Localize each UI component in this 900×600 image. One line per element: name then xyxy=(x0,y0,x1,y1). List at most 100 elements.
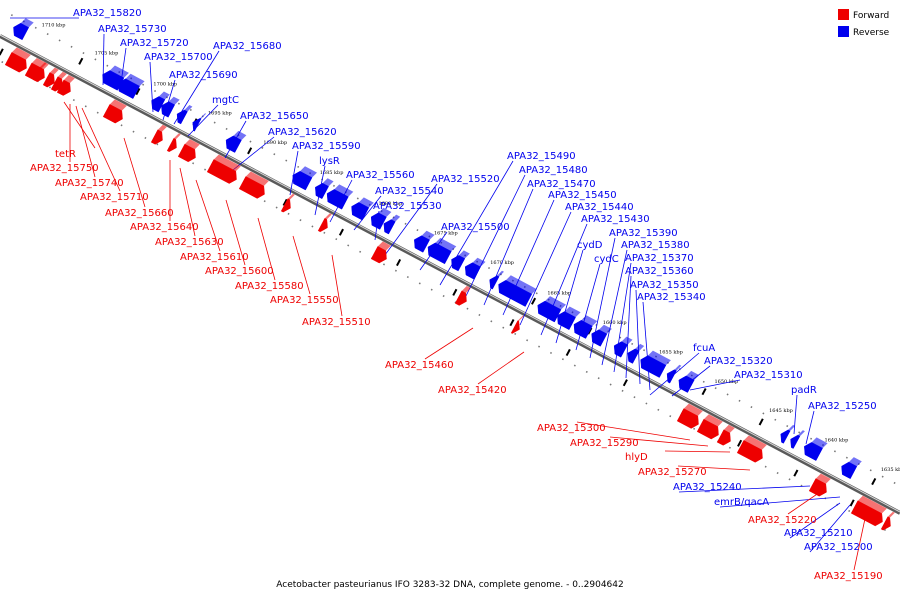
reverse-label-leader xyxy=(555,249,584,344)
reverse-gene-label: APA32_15590 xyxy=(292,141,361,152)
forward-label-leader xyxy=(477,351,525,385)
reverse-gene-label: APA32_15430 xyxy=(581,214,650,225)
forward-label-leader xyxy=(179,167,196,237)
forward-label-leader xyxy=(609,436,709,447)
forward-gene-glyph xyxy=(317,213,332,233)
scale-tick xyxy=(565,348,571,357)
forward-gene-label: hlyD xyxy=(625,452,648,463)
reverse-gene-label: APA32_15380 xyxy=(621,240,690,251)
reverse-gene-glyph xyxy=(351,197,374,221)
forward-gene-glyph xyxy=(42,67,59,88)
reverse-gene-label: APA32_15350 xyxy=(630,280,699,291)
forward-label-leader xyxy=(225,199,246,266)
scale-tick xyxy=(849,499,855,507)
reverse-gene-glyph xyxy=(557,306,581,331)
scale-tick-label: 1705 kbp xyxy=(95,50,119,56)
reverse-gene-label: APA32_15540 xyxy=(375,186,444,197)
reverse-label-leader xyxy=(635,289,641,385)
reverse-gene-label: APA32_15530 xyxy=(373,201,442,212)
forward-gene-label: APA32_15750 xyxy=(30,163,99,174)
reverse-gene-label: APA32_15680 xyxy=(213,41,282,52)
scale-tick-label: 1680 kbp xyxy=(379,201,403,207)
scale-tick-label: 1660 kbp xyxy=(603,320,627,326)
forward-gene-glyph xyxy=(696,414,723,440)
reverse-gene-label: mgtC xyxy=(212,95,239,106)
scale-tick-label: 1695 kbp xyxy=(208,111,232,117)
forward-gene-glyph xyxy=(880,511,895,531)
reverse-gene-glyph xyxy=(151,91,170,113)
scale-ticks: 1710 kbp 1705 kbp 1700 kbp 1695 kbp 1690 kbp… xyxy=(0,22,900,507)
reverse-gene-label: APA32_15340 xyxy=(637,292,706,303)
label-leaders xyxy=(10,17,867,571)
reverse-gene-glyph xyxy=(326,184,354,210)
forward-gene-glyph xyxy=(676,403,703,429)
scale-tick-label: 1685 kbp xyxy=(320,170,344,176)
reverse-gene-label: fcuA xyxy=(693,343,715,354)
reverse-gene-label: padR xyxy=(791,385,817,396)
reverse-gene-glyph xyxy=(498,275,537,307)
forward-label-leader xyxy=(63,101,96,149)
reverse-gene-glyph xyxy=(192,113,207,132)
legend-swatch-forward xyxy=(838,9,849,20)
reverse-gene-glyph xyxy=(640,350,671,378)
reverse-gene-label: APA32_15620 xyxy=(268,127,337,138)
forward-gene-label: APA32_15220 xyxy=(748,515,817,526)
scale-tick xyxy=(701,388,707,396)
reverse-gene-label: APA32_15390 xyxy=(609,228,678,239)
reverse-label-leader xyxy=(805,410,815,445)
reverse-gene-label: APA32_15690 xyxy=(169,70,238,81)
reverse-label-leader xyxy=(289,150,299,196)
reverse-gene-glyph xyxy=(161,96,180,118)
scale-tick-label: 1655 kbp xyxy=(659,350,683,356)
reverse-gene-glyph xyxy=(370,207,392,230)
reverse-gene-label: APA32_15490 xyxy=(507,151,576,162)
reverse-label-leader xyxy=(809,504,851,553)
scale-tick xyxy=(871,477,877,486)
reverse-gene-glyph xyxy=(451,250,470,272)
forward-gene-label: APA32_15710 xyxy=(80,192,149,203)
reverse-gene-glyph xyxy=(790,430,805,449)
reverse-gene-glyph xyxy=(678,370,700,393)
reverse-gene-glyph xyxy=(427,237,457,265)
forward-label-leader xyxy=(664,450,731,453)
scale-tick xyxy=(0,48,4,56)
reverse-gene-glyph xyxy=(841,457,862,480)
legend-swatch-reverse xyxy=(838,26,849,37)
reverse-gene-label: APA32_15700 xyxy=(144,52,213,63)
reverse-gene-label: APA32_15240 xyxy=(673,482,742,493)
forward-gene-label: APA32_15460 xyxy=(385,360,454,371)
scale-tick xyxy=(452,288,458,296)
reverse-gene-glyph xyxy=(315,178,334,200)
reverse-gene-glyph xyxy=(780,424,796,444)
scale-tick-label: 1690 kbp xyxy=(263,140,287,146)
genome-caption: Acetobacter pasteurianus IFO 3283-32 DNA… xyxy=(276,580,624,590)
forward-label-leader xyxy=(853,513,867,571)
scale-tick xyxy=(135,87,141,96)
reverse-gene-label: APA32_15720 xyxy=(120,38,189,49)
reverse-gene-label: APA32_15470 xyxy=(527,179,596,190)
reverse-gene-glyph xyxy=(627,343,645,364)
reverse-gene-label: APA32_15440 xyxy=(565,202,634,213)
forward-gene-glyph xyxy=(166,133,181,152)
forward-label-leader xyxy=(195,179,221,252)
reverse-gene-glyph xyxy=(176,105,193,125)
scale-tick-label: 1640 kbp xyxy=(825,437,849,443)
reverse-gene-glyph xyxy=(666,364,682,384)
reverse-gene-glyph xyxy=(613,336,633,358)
forward-gene-label: APA32_15300 xyxy=(537,423,606,434)
forward-gene-glyph xyxy=(454,285,471,306)
scale-tick xyxy=(509,319,515,327)
reverse-label-leader xyxy=(519,211,572,326)
forward-gene-label: APA32_15610 xyxy=(180,252,249,263)
reverse-gene-label: APA32_15650 xyxy=(240,111,309,122)
forward-gene-glyph xyxy=(56,75,75,96)
scale-tick-label: 1700 kbp xyxy=(153,82,177,88)
reverse-gene-glyph xyxy=(225,130,247,153)
reverse-gene-glyph xyxy=(118,73,145,99)
reverse-label-leader xyxy=(793,394,798,435)
legend: Forward Reverse xyxy=(838,9,890,38)
forward-gene-label: APA32_15290 xyxy=(570,438,639,449)
forward-label-leader xyxy=(424,327,474,360)
reverse-gene-label: APA32_15320 xyxy=(704,356,773,367)
reverse-gene-label: cydD xyxy=(577,240,603,251)
